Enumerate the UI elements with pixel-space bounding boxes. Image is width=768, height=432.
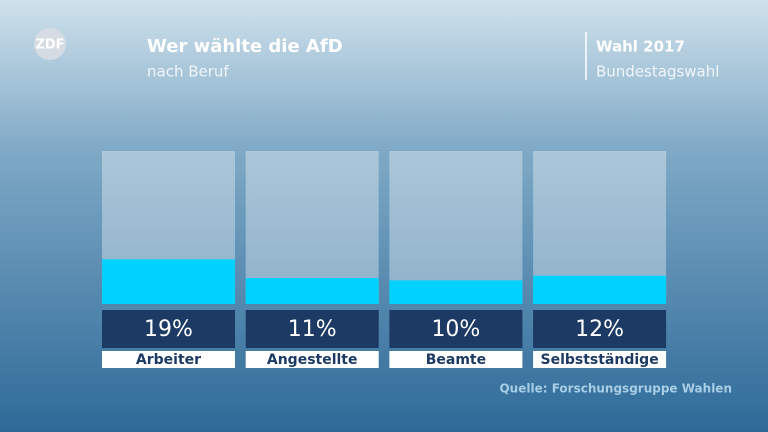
chart-title: Wer wählte die AfD [147,36,343,57]
value-box [245,310,379,348]
value-box [389,310,523,348]
logo-circle [34,28,66,60]
value-label: 12% [575,317,624,342]
annotation: Wahl 2017 [596,38,685,56]
value-label: 19% [144,317,193,342]
category-box [102,351,235,368]
value-box [533,310,667,348]
bar [102,259,235,304]
source: Quelle: Forschungsgruppe Wahlen [499,382,732,396]
bar [533,275,667,304]
value-label: 11% [288,317,337,342]
x-tick-label: Beamte [426,352,486,368]
annotation: Bundestagswahl [596,63,719,81]
value-box [102,310,235,348]
chart-subtitle: nach Beruf [147,63,229,81]
x-tick-label: Angestellte [267,352,358,368]
logo: ZDF [35,38,64,53]
value-label: 10% [431,317,480,342]
category-box [533,351,667,368]
x-tick-label: Arbeiter [136,352,201,368]
category-box [245,351,379,368]
bar-panel [389,151,523,304]
bar [245,278,379,304]
x-tick-label: Selbstständige [540,352,658,368]
bar [389,280,523,304]
category-box [389,351,523,368]
